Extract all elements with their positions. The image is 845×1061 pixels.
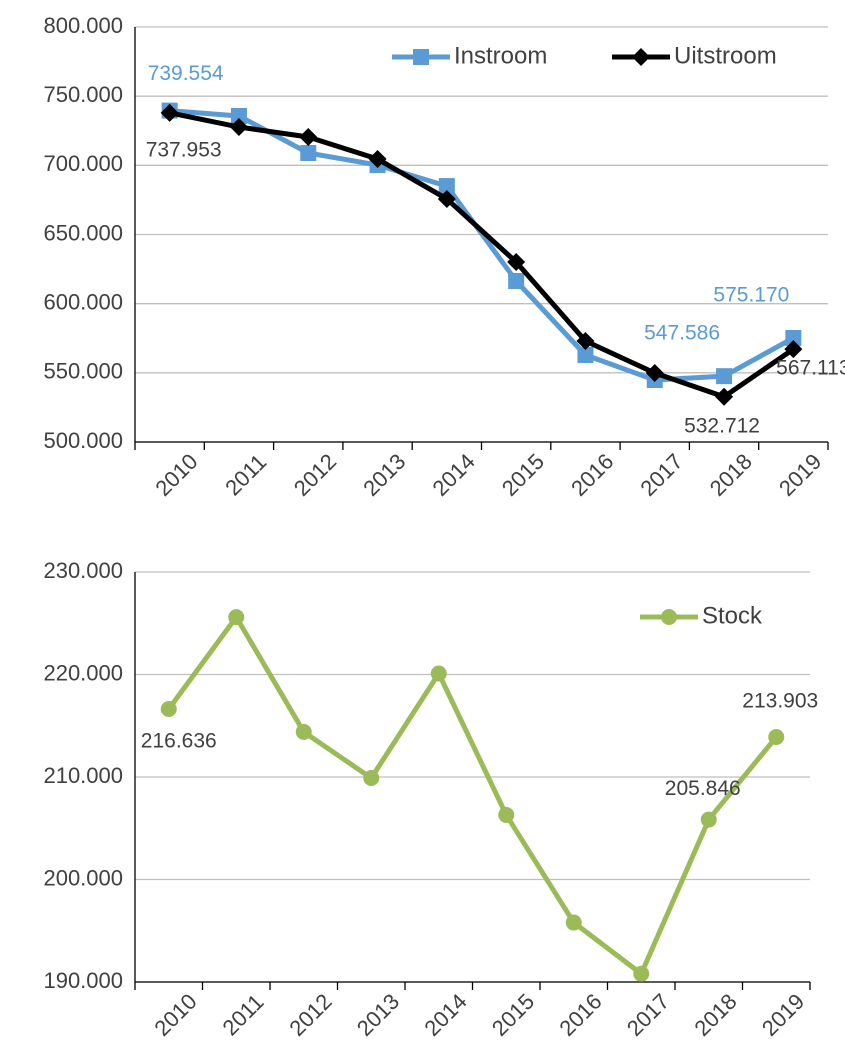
x-tick-label: 2015 (497, 449, 549, 501)
data-point (716, 368, 733, 385)
y-tick-label: 500.000 (43, 428, 123, 453)
data-point (160, 103, 179, 122)
data-point (438, 178, 455, 195)
data-label: 532.712 (684, 414, 760, 437)
y-tick-label: 190.000 (43, 968, 123, 993)
data-point (430, 665, 447, 682)
x-tick-label: 2010 (149, 989, 201, 1041)
y-tick-label: 200.000 (43, 865, 123, 890)
data-point (160, 700, 177, 717)
data-point (300, 145, 317, 162)
data-point (633, 965, 650, 982)
data-point (299, 127, 318, 146)
x-tick-label: 2010 (150, 449, 202, 501)
x-tick-label: 2018 (705, 449, 757, 501)
x-tick-label: 2019 (757, 989, 809, 1041)
y-tick-label: 650.000 (43, 220, 123, 245)
x-tick-label: 2016 (566, 449, 618, 501)
data-point (508, 272, 525, 289)
data-point (565, 914, 582, 931)
data-point (576, 332, 595, 351)
x-tick-label: 2015 (487, 989, 539, 1041)
data-point (498, 806, 515, 823)
y-tick-label: 750.000 (43, 82, 123, 107)
data-point (700, 811, 717, 828)
data-label: 216.636 (141, 730, 217, 753)
data-label: 205.846 (665, 777, 741, 800)
y-tick-label: 600.000 (43, 289, 123, 314)
x-tick-label: 2013 (358, 449, 410, 501)
series-line (169, 110, 795, 400)
x-tick-label: 2011 (220, 449, 271, 500)
data-label: 575.170 (713, 284, 789, 307)
legend-marker (413, 49, 429, 65)
data-point (785, 330, 802, 347)
series-line (166, 614, 779, 977)
legend-label: Uitstroom (674, 42, 777, 69)
x-tick-label: 2018 (689, 989, 741, 1041)
legend-label: Instroom (454, 42, 547, 69)
x-tick-label: 2016 (554, 989, 606, 1041)
x-tick-label: 2012 (289, 449, 341, 501)
data-point (228, 609, 245, 626)
data-point (437, 189, 456, 208)
data-point (368, 149, 387, 168)
data-point (768, 728, 785, 745)
y-tick-label: 700.000 (43, 151, 123, 176)
x-tick-label: 2011 (217, 989, 268, 1040)
y-tick-label: 230.000 (43, 558, 123, 583)
y-tick-label: 210.000 (43, 763, 123, 788)
data-point (645, 363, 664, 382)
x-tick-label: 2012 (284, 989, 336, 1041)
y-tick-label: 800.000 (43, 13, 123, 38)
legend-marker (661, 609, 677, 625)
data-label: 737.953 (146, 138, 222, 161)
y-tick-label: 220.000 (43, 660, 123, 685)
x-tick-label: 2014 (419, 989, 471, 1041)
y-tick-label: 550.000 (43, 359, 123, 384)
data-point (715, 387, 734, 406)
data-label: 739.554 (148, 62, 224, 85)
x-tick-label: 2014 (428, 449, 480, 501)
legend-marker (632, 48, 650, 66)
data-point (507, 253, 526, 272)
x-tick-label: 2017 (635, 449, 687, 501)
x-tick-label: 2017 (622, 989, 674, 1041)
data-point (295, 723, 312, 740)
legend-label: Stock (702, 602, 763, 629)
x-tick-label: 2019 (774, 449, 826, 501)
data-label: 567.113 (776, 357, 845, 380)
data-point (230, 107, 247, 124)
data-point (229, 118, 248, 137)
x-tick-label: 2013 (352, 989, 404, 1041)
data-label: 547.586 (644, 322, 720, 345)
data-point (363, 770, 380, 787)
data-label: 213.903 (742, 690, 818, 713)
data-point (577, 346, 594, 363)
data-point (784, 340, 803, 359)
